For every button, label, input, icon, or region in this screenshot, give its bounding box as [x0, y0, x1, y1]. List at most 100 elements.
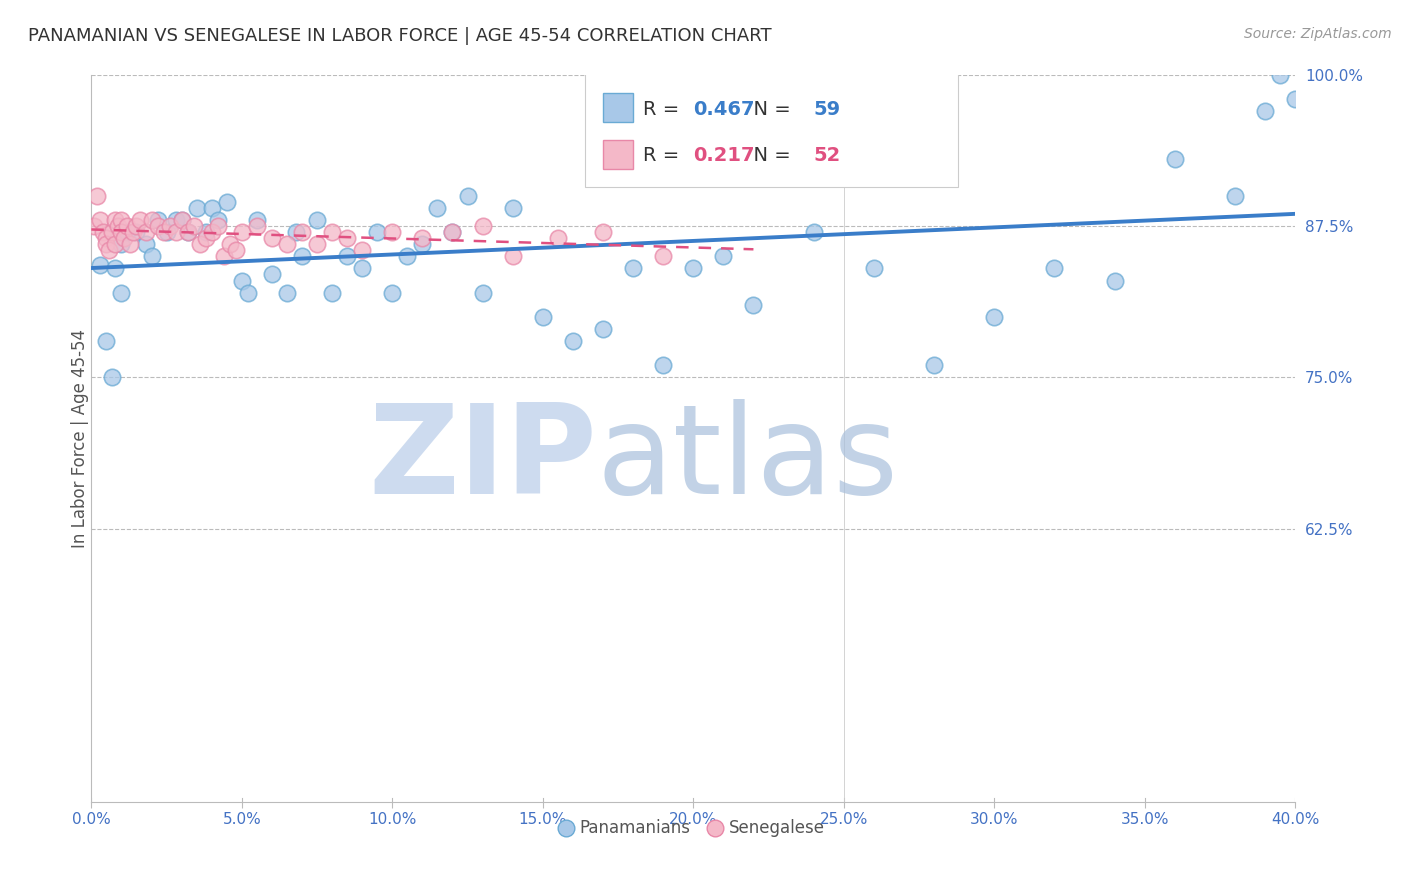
Point	[93, 225, 115, 239]
Text: atlas: atlas	[598, 400, 898, 520]
Text: PANAMANIAN VS SENEGALESE IN LABOR FORCE | AGE 45-54 CORRELATION CHART: PANAMANIAN VS SENEGALESE IN LABOR FORCE …	[28, 27, 772, 45]
Point	[276, 285, 298, 300]
Point	[89, 258, 111, 272]
Point	[592, 322, 614, 336]
Point	[146, 213, 169, 227]
Point	[336, 249, 359, 263]
Point	[117, 219, 139, 233]
Text: 0.467: 0.467	[693, 100, 755, 119]
Text: 0.217: 0.217	[693, 145, 755, 165]
Point	[186, 201, 208, 215]
Point	[207, 213, 229, 227]
Point	[682, 261, 704, 276]
Point	[352, 244, 374, 258]
Point	[146, 219, 169, 233]
Point	[471, 285, 494, 300]
FancyBboxPatch shape	[603, 93, 633, 122]
Point	[104, 237, 127, 252]
Point	[307, 237, 329, 252]
Text: 52: 52	[814, 145, 841, 165]
Point	[135, 237, 157, 252]
Legend: Panamanians, Senegalese: Panamanians, Senegalese	[555, 813, 832, 844]
Point	[183, 219, 205, 233]
Y-axis label: In Labor Force | Age 45-54: In Labor Force | Age 45-54	[72, 328, 89, 548]
Point	[1254, 103, 1277, 118]
Point	[155, 225, 177, 239]
Point	[212, 249, 235, 263]
Point	[1268, 68, 1291, 82]
Point	[135, 225, 157, 239]
Point	[547, 231, 569, 245]
Point	[1164, 153, 1187, 167]
Point	[441, 225, 464, 239]
Point	[983, 310, 1005, 324]
Point	[141, 213, 163, 227]
Point	[96, 231, 118, 245]
Point	[188, 237, 211, 252]
Point	[803, 225, 825, 239]
Point	[922, 359, 945, 373]
Point	[83, 219, 105, 233]
Point	[441, 225, 464, 239]
Point	[291, 225, 314, 239]
Point	[194, 225, 217, 239]
Point	[125, 219, 148, 233]
Point	[502, 201, 524, 215]
Point	[176, 225, 198, 239]
Point	[201, 225, 224, 239]
Point	[107, 219, 129, 233]
Point	[411, 231, 433, 245]
Point	[114, 231, 136, 245]
Point	[110, 285, 132, 300]
Point	[531, 310, 554, 324]
Point	[218, 237, 240, 252]
Point	[321, 225, 343, 239]
Point	[381, 225, 404, 239]
Point	[246, 219, 269, 233]
Point	[117, 225, 139, 239]
Point	[96, 237, 118, 252]
Point	[122, 225, 145, 239]
Text: N =: N =	[741, 145, 797, 165]
Point	[141, 249, 163, 263]
Point	[711, 249, 734, 263]
Point	[411, 237, 433, 252]
Point	[86, 188, 108, 202]
Point	[165, 225, 187, 239]
Text: R =: R =	[643, 100, 685, 119]
Text: 59: 59	[814, 100, 841, 119]
Point	[110, 237, 132, 252]
Point	[215, 194, 238, 209]
FancyBboxPatch shape	[603, 140, 633, 169]
Point	[152, 225, 174, 239]
Point	[366, 225, 388, 239]
Point	[170, 213, 193, 227]
Point	[128, 213, 150, 227]
Point	[276, 237, 298, 252]
Text: N =: N =	[741, 100, 797, 119]
Point	[457, 188, 479, 202]
Point	[396, 249, 419, 263]
Point	[101, 225, 124, 239]
Point	[381, 285, 404, 300]
Point	[246, 213, 269, 227]
Point	[652, 249, 675, 263]
Point	[165, 213, 187, 227]
Point	[89, 213, 111, 227]
Point	[159, 219, 181, 233]
Point	[862, 261, 884, 276]
Point	[502, 249, 524, 263]
Point	[426, 201, 449, 215]
Point	[352, 261, 374, 276]
Point	[285, 225, 308, 239]
Point	[236, 285, 259, 300]
Text: R =: R =	[643, 145, 685, 165]
Point	[1284, 92, 1306, 106]
Point	[260, 231, 283, 245]
Point	[307, 213, 329, 227]
Point	[207, 219, 229, 233]
Point	[125, 225, 148, 239]
Point	[231, 273, 253, 287]
Point	[652, 359, 675, 373]
Text: ZIP: ZIP	[368, 400, 598, 520]
